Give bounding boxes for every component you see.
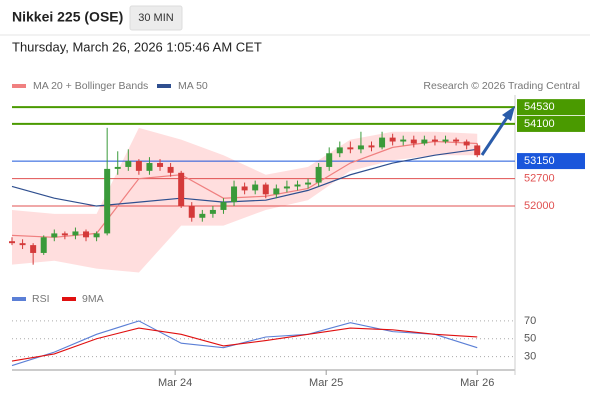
legend-label: MA 50 — [178, 80, 208, 92]
candle-body — [389, 137, 396, 142]
candle-body — [463, 141, 470, 146]
candle-body — [146, 163, 153, 171]
candle-body — [442, 139, 449, 142]
candle-body — [104, 168, 111, 234]
rsi-tick-label: 30 — [524, 351, 536, 363]
candle-body — [431, 139, 438, 142]
candle-body — [273, 188, 280, 195]
level-box — [517, 115, 585, 132]
candle-body — [368, 145, 375, 148]
candle-body — [474, 145, 481, 156]
source: Research © 2026 Trading Central — [423, 80, 580, 92]
rsi-tick-label: 50 — [524, 333, 536, 345]
candle-body — [199, 213, 206, 218]
candle-body — [30, 245, 37, 253]
level-label: 53150 — [524, 155, 555, 167]
level-label: 52700 — [524, 173, 555, 185]
candle-body — [262, 184, 269, 195]
candle-body — [410, 139, 417, 144]
candle-body — [9, 241, 15, 244]
legend-swatch — [12, 84, 26, 88]
rsi-line — [11, 327, 478, 362]
x-tick-label: Mar 24 — [158, 377, 192, 389]
candle-body — [93, 233, 100, 238]
candle-body — [453, 139, 460, 142]
candle-body — [315, 166, 322, 183]
candle-body — [379, 137, 386, 148]
candle-body — [220, 202, 227, 210]
candle-body — [178, 172, 185, 207]
legend-swatch — [62, 297, 76, 301]
candle-body — [72, 231, 79, 236]
level-box — [517, 153, 585, 170]
candle-body — [167, 166, 174, 173]
candle-body — [209, 209, 216, 214]
plot: 54530 54100 53150 52700 52000 MA 20 + Bolling… — [9, 80, 585, 389]
candle-body — [83, 231, 90, 238]
ma-line — [11, 148, 478, 207]
subtitle: Thursday, March 26, 2026 1:05:46 AM CET — [12, 39, 262, 54]
candle-body — [61, 233, 68, 236]
candle-body — [252, 184, 259, 191]
level-label: 54530 — [524, 101, 555, 113]
interval-label[interactable]: 30 MIN — [138, 12, 174, 24]
candle-body — [40, 237, 47, 253]
candle-body — [357, 145, 364, 150]
candle-body — [125, 161, 132, 167]
candle-body — [294, 184, 301, 187]
forecast-arrow — [480, 115, 510, 156]
legend-swatch — [157, 84, 171, 88]
level-label: 52000 — [524, 200, 555, 212]
rsi-line — [11, 320, 478, 367]
candle-body — [421, 139, 428, 144]
candle-body — [19, 243, 26, 246]
legend-swatch — [12, 297, 26, 301]
rsi-tick-label: 70 — [524, 315, 536, 327]
candle-body — [336, 147, 343, 154]
candle-body — [241, 186, 248, 191]
candle-body — [188, 206, 195, 218]
candle-body — [347, 147, 354, 150]
legend-label: RSI — [32, 293, 50, 305]
arrow-head — [502, 106, 515, 121]
candle-body — [231, 186, 238, 203]
candle-body — [305, 182, 312, 185]
legend-label: 9MA — [82, 293, 104, 305]
x-tick-label: Mar 25 — [309, 377, 343, 389]
level-label: 54100 — [524, 118, 555, 130]
legend-label: MA 20 + Bollinger Bands — [33, 80, 148, 92]
candle-body — [326, 153, 333, 167]
candle-body — [157, 163, 164, 167]
chart-title: Nikkei 225 (OSE) — [12, 9, 123, 25]
candle-body — [135, 161, 142, 171]
candle-body — [283, 186, 290, 189]
x-tick-label: Mar 26 — [460, 377, 494, 389]
interval-button[interactable] — [129, 5, 183, 31]
candle-body — [114, 166, 121, 169]
level-box — [517, 99, 585, 116]
candle-body — [51, 233, 58, 238]
ma-line — [11, 140, 478, 238]
candle-body — [400, 139, 407, 142]
